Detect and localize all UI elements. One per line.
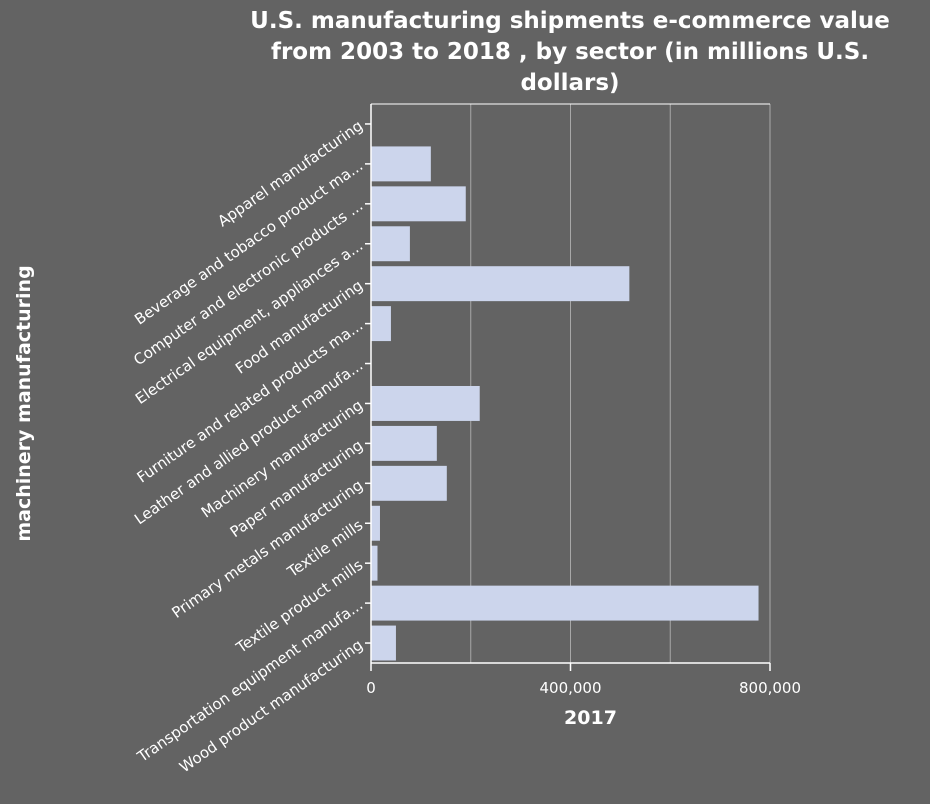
x-axis-title: 2017 [564, 707, 617, 729]
bar [371, 586, 759, 621]
bar [371, 226, 410, 261]
x-tick-label: 0 [366, 679, 376, 697]
bar [371, 506, 380, 541]
x-tick-label: 800,000 [739, 679, 801, 697]
bar [371, 466, 447, 501]
bar [371, 546, 377, 581]
x-tick-label: 400,000 [539, 679, 601, 697]
bar [371, 266, 629, 301]
bar [371, 146, 431, 181]
category-label: Transportation equipment manufa... [133, 596, 366, 767]
bar [371, 426, 437, 461]
bar [371, 626, 396, 661]
bar [371, 306, 391, 341]
bar [371, 386, 480, 421]
y-axis-title: machinery manufacturing [13, 265, 35, 541]
bar [371, 186, 466, 221]
